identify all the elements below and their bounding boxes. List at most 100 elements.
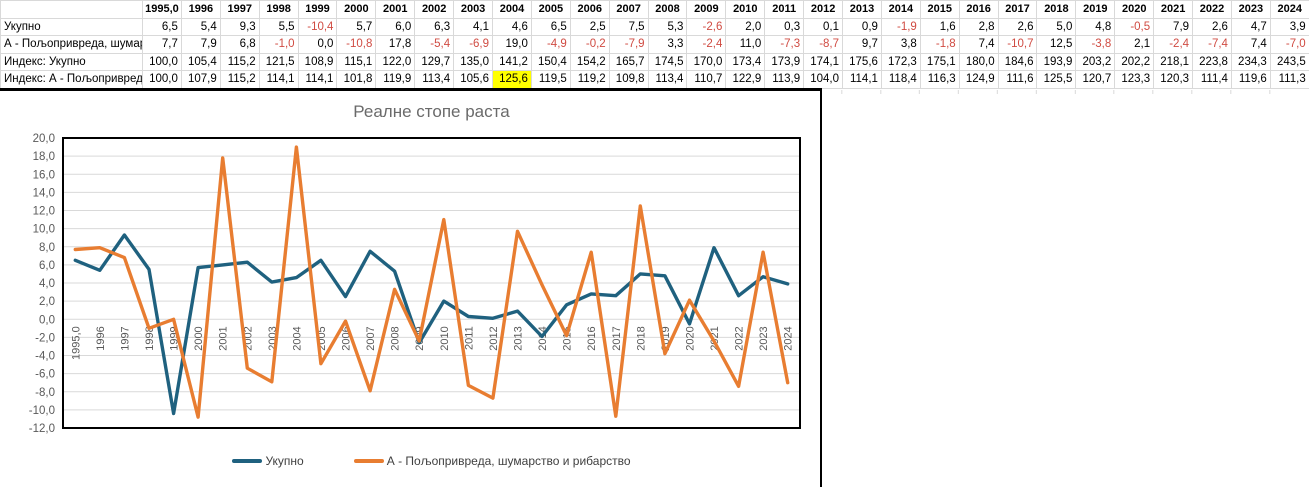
value-cell[interactable]: 2,5 [569,17,610,37]
value-cell[interactable]: 122,9 [725,70,766,89]
value-cell[interactable]: 3,9 [1269,17,1309,37]
value-cell[interactable]: 2,8 [958,17,999,37]
value-cell[interactable]: 5,3 [647,17,688,37]
value-cell[interactable]: 7,9 [180,35,221,54]
value-cell[interactable]: 223,8 [1192,52,1232,72]
value-cell[interactable]: -7,4 [1192,35,1232,54]
value-cell[interactable]: 173,4 [725,52,766,72]
value-cell[interactable]: -2,4 [1153,35,1194,54]
row-label-cell[interactable]: А - Пољопривреда, шумар [0,35,143,54]
value-cell[interactable]: 2,1 [1114,35,1155,54]
value-cell[interactable]: 184,6 [997,52,1038,72]
year-header-cell[interactable]: 2011 [764,0,805,19]
value-cell[interactable]: 111,3 [1269,70,1309,89]
value-cell[interactable]: 118,4 [880,70,921,89]
value-cell[interactable]: 115,1 [336,52,377,72]
year-header-cell[interactable]: 2005 [530,0,571,19]
value-cell[interactable]: -8,7 [803,35,844,54]
value-cell[interactable]: 243,5 [1269,52,1309,72]
value-cell[interactable]: 101,8 [336,70,377,89]
value-cell[interactable]: -7,3 [764,35,805,54]
value-cell[interactable]: 122,0 [375,52,416,72]
value-cell[interactable]: 113,9 [764,70,805,89]
year-header-cell[interactable]: 2002 [414,0,455,19]
value-cell[interactable]: 218,1 [1153,52,1194,72]
value-cell[interactable]: 4,6 [492,17,532,37]
value-cell[interactable]: 115,2 [219,70,260,89]
series-line-1[interactable] [73,145,790,419]
value-cell[interactable]: -5,4 [414,35,455,54]
value-cell[interactable]: 129,7 [414,52,455,72]
value-cell[interactable]: 150,4 [530,52,571,72]
value-cell[interactable]: 175,6 [842,52,882,72]
value-cell[interactable]: 100,0 [142,70,182,89]
value-cell[interactable]: 135,0 [453,52,494,72]
year-header-cell[interactable]: 1999 [297,0,338,19]
value-cell[interactable]: 109,8 [608,70,649,89]
year-header-cell[interactable]: 2023 [1230,0,1271,19]
value-cell[interactable]: 203,2 [1075,52,1116,72]
year-header-cell[interactable]: 2008 [647,0,688,19]
value-cell[interactable]: -1,9 [880,17,921,37]
value-cell[interactable]: -0,2 [569,35,610,54]
value-cell[interactable]: -10,8 [336,35,377,54]
value-cell[interactable]: 5,5 [258,17,299,37]
value-cell[interactable]: 119,6 [1230,70,1271,89]
chart[interactable]: Реалне стопе раста -12,0 -10,0 -8,0 -6,0 -4,… [0,88,822,487]
year-header-cell[interactable]: 2000 [336,0,377,19]
value-cell[interactable]: 6,5 [142,17,182,37]
value-cell[interactable]: 5,4 [180,17,221,37]
value-cell[interactable]: 119,5 [530,70,571,89]
year-header-cell[interactable]: 2012 [803,0,844,19]
year-header-cell[interactable]: 2006 [569,0,610,19]
value-cell[interactable]: 7,7 [142,35,182,54]
value-cell[interactable]: 193,9 [1036,52,1077,72]
value-cell[interactable]: 125,5 [1036,70,1077,89]
value-cell[interactable]: 6,5 [530,17,571,37]
year-header-cell[interactable]: 2001 [375,0,416,19]
row-label-cell[interactable]: Укупно [0,17,143,37]
value-cell[interactable]: 4,1 [453,17,494,37]
year-header-cell[interactable]: 2015 [919,0,960,19]
value-cell[interactable]: 113,4 [414,70,455,89]
value-cell[interactable]: 165,7 [608,52,649,72]
year-header-cell[interactable]: 2024 [1269,0,1309,19]
year-header-cell[interactable]: 2017 [997,0,1038,19]
year-header-cell[interactable]: 1998 [258,0,299,19]
value-cell[interactable]: -4,9 [530,35,571,54]
value-cell[interactable]: 0,0 [297,35,338,54]
value-cell[interactable]: -10,4 [297,17,338,37]
value-cell[interactable]: 116,3 [919,70,960,89]
value-cell[interactable]: -6,9 [453,35,494,54]
value-cell[interactable]: 120,3 [1153,70,1194,89]
value-cell[interactable]: 4,8 [1075,17,1116,37]
value-cell[interactable]: 202,2 [1114,52,1155,72]
value-cell[interactable]: 9,7 [842,35,882,54]
value-cell[interactable]: 19,0 [492,35,532,54]
value-cell[interactable]: 11,0 [725,35,766,54]
value-cell[interactable]: 2,0 [725,17,766,37]
value-cell[interactable]: 6,3 [414,17,455,37]
value-cell[interactable]: 107,9 [180,70,221,89]
year-header-cell[interactable]: 2009 [686,0,727,19]
value-cell[interactable]: 0,9 [842,17,882,37]
value-cell[interactable]: 17,8 [375,35,416,54]
corner-cell[interactable] [0,0,143,19]
value-cell[interactable]: 115,2 [219,52,260,72]
value-cell[interactable]: 7,5 [608,17,649,37]
value-cell[interactable]: 172,3 [880,52,921,72]
year-header-cell[interactable]: 2010 [725,0,766,19]
value-cell[interactable]: 1,6 [919,17,960,37]
year-header-cell[interactable]: 2020 [1114,0,1155,19]
legend-item-poljoprivreda[interactable]: А - Пољопривреда, шумарство и рибарство [353,454,631,468]
value-cell[interactable]: 173,9 [764,52,805,72]
value-cell[interactable]: 111,4 [1192,70,1232,89]
value-cell[interactable]: 5,7 [336,17,377,37]
row-label-cell[interactable]: Индекс: А - Пољопривред [0,70,143,89]
value-cell[interactable]: 7,9 [1153,17,1194,37]
value-cell[interactable]: 113,4 [647,70,688,89]
value-cell[interactable]: -0,5 [1114,17,1155,37]
value-cell[interactable]: 105,4 [180,52,221,72]
value-cell[interactable]: 234,3 [1230,52,1271,72]
value-cell[interactable]: 5,0 [1036,17,1077,37]
